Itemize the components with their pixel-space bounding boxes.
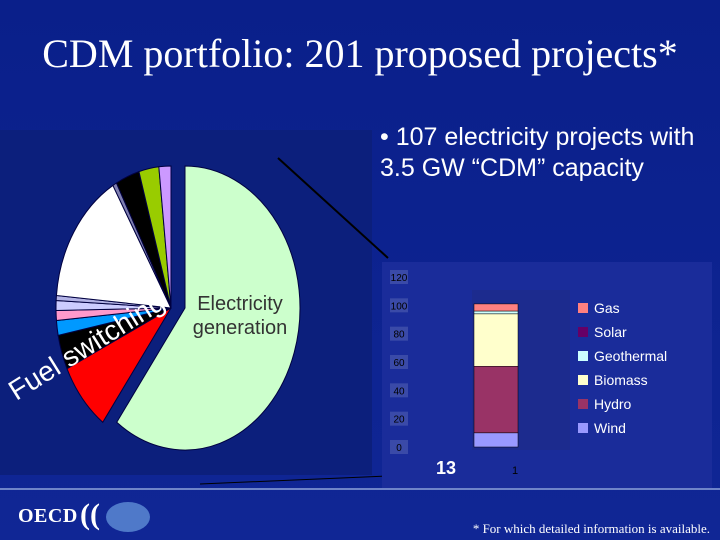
- bar-segment-wind: [473, 432, 519, 448]
- pie-slice: [158, 165, 172, 309]
- pie-label-electricity: Electricity generation: [193, 293, 288, 339]
- y-tick-box: [390, 440, 408, 454]
- y-tick-label: 80: [393, 330, 405, 341]
- category-label: 13: [436, 458, 456, 478]
- bar-segment-biomass: [473, 313, 519, 367]
- footer-divider: [0, 488, 720, 490]
- pie-slice: [55, 184, 172, 309]
- y-tick-box: [390, 383, 408, 398]
- legend-label-wind: Wind: [594, 420, 626, 436]
- y-tick-box: [390, 326, 408, 341]
- legend-swatch-gas: [578, 303, 588, 313]
- logo-disc: [106, 502, 150, 532]
- stacked-bar-chart: 0 20 40 60 80 100 120 13 1 Gas Solar Geothermal Biom…: [390, 270, 667, 483]
- category-box: [428, 453, 464, 483]
- oecd-logo: OECD ((: [18, 500, 158, 534]
- y-tick-label: 0: [396, 443, 402, 454]
- y-tick-label: 100: [391, 301, 408, 312]
- legend-label-geothermal: Geothermal: [594, 348, 667, 364]
- logo-text: OECD: [18, 505, 78, 527]
- legend-label-gas: Gas: [594, 300, 620, 316]
- legend-swatch-biomass: [578, 375, 588, 385]
- logo-marks: ((: [80, 498, 100, 531]
- pie-chart: Electricity generation: [55, 165, 301, 451]
- y-tick-box: [390, 411, 408, 426]
- bar-segment-gas: [473, 303, 519, 312]
- y-tick-box: [390, 298, 408, 313]
- slide-title: CDM portfolio: 201 proposed projects*: [42, 31, 678, 76]
- legend-swatch-wind: [578, 423, 588, 433]
- y-tick-label: 40: [393, 386, 405, 397]
- legend-swatch-hydro: [578, 399, 588, 409]
- bullet-text: • 107 electricity projects with 3.5 GW “…: [380, 123, 695, 182]
- category-label: 1: [512, 465, 518, 477]
- legend-swatch-solar: [578, 327, 588, 337]
- y-tick-label: 120: [391, 273, 408, 284]
- y-tick-box: [390, 355, 408, 369]
- legend-label-solar: Solar: [594, 324, 627, 340]
- pie-slice: [116, 165, 301, 451]
- bar-segment-geothermal: [473, 310, 519, 315]
- y-tick-box: [390, 270, 408, 284]
- legend-swatch-geothermal: [578, 351, 588, 361]
- legend-label-hydro: Hydro: [594, 396, 632, 412]
- legend-label-biomass: Biomass: [594, 372, 648, 388]
- y-tick-label: 20: [393, 415, 405, 426]
- footnote: * For which detailed information is avai…: [472, 521, 710, 536]
- bar-segment-hydro: [473, 366, 519, 434]
- y-tick-label: 60: [393, 358, 405, 369]
